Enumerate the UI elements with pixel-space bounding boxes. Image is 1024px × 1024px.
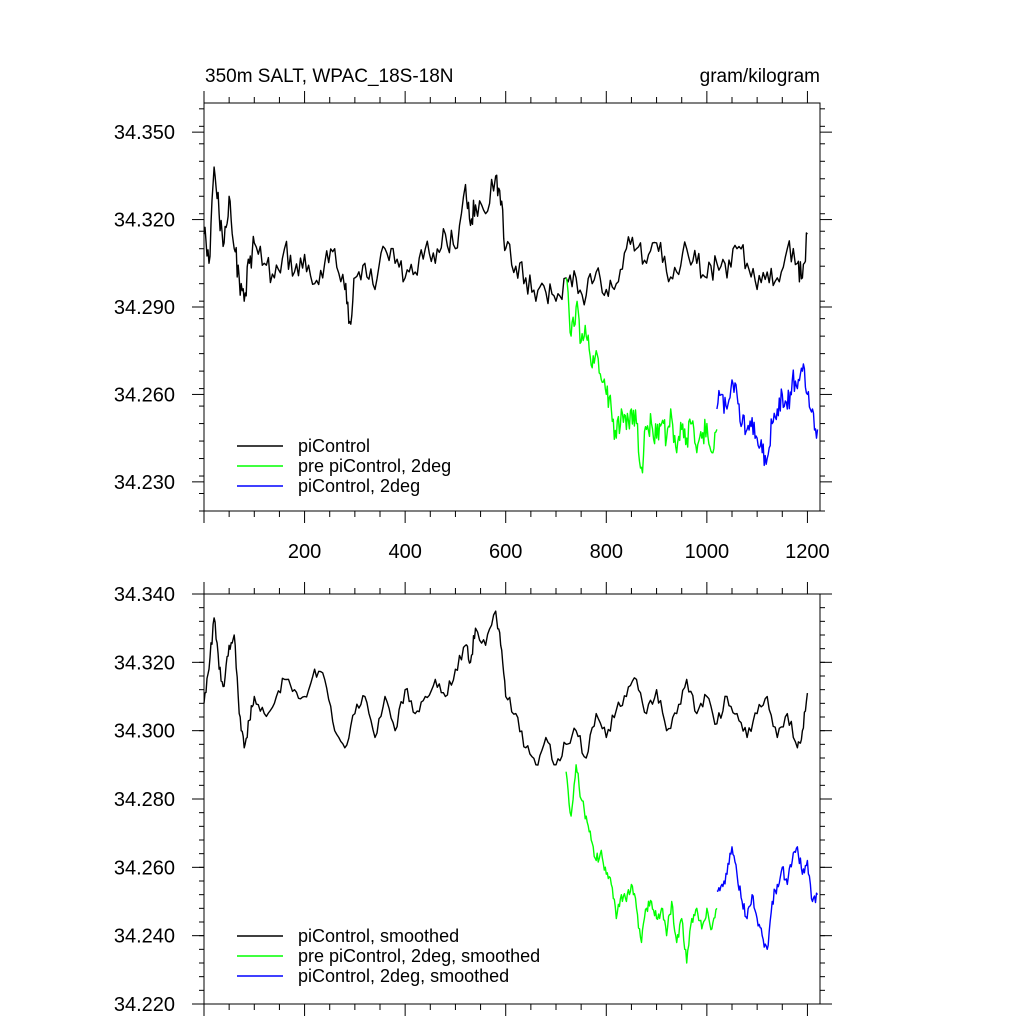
top-x-tick-labels: 200 400 600 800 1000 1200 bbox=[288, 541, 830, 563]
legend-label: piControl, 2deg, smoothed bbox=[298, 966, 509, 986]
series-line-pre-picontrol-2deg-smoothed bbox=[565, 764, 718, 964]
x-tick-label: 600 bbox=[489, 541, 522, 563]
bottom-plot-frame bbox=[203, 593, 821, 1005]
y-tick-label: 34.280 bbox=[114, 789, 175, 811]
y-tick-label: 34.260 bbox=[114, 857, 175, 879]
bottom-axis-ticks bbox=[192, 582, 832, 1016]
top-panel-title: 350m SALT, WPAC_18S-18N bbox=[205, 66, 454, 87]
legend-label: pre piControl, 2deg, smoothed bbox=[298, 946, 540, 966]
series-line-picontrol-2deg bbox=[716, 363, 819, 467]
bottom-series-group bbox=[203, 610, 819, 964]
y-tick-label: 34.340 bbox=[114, 584, 175, 606]
bottom-y-tick-labels: 34.220 34.240 34.260 34.280 34.300 34.320 34.3… bbox=[114, 584, 175, 1016]
x-tick-label: 800 bbox=[590, 541, 623, 563]
top-y-tick-labels: 34.230 34.260 34.290 34.320 34.350 bbox=[114, 122, 175, 494]
top-axis-ticks bbox=[192, 91, 832, 523]
series-line-picontrol bbox=[203, 166, 808, 325]
top-plot-frame bbox=[203, 102, 821, 512]
top-series-group bbox=[203, 166, 819, 474]
y-tick-label: 34.290 bbox=[114, 297, 175, 319]
top-panel-units: gram/kilogram bbox=[700, 66, 820, 87]
y-tick-label: 34.300 bbox=[114, 721, 175, 743]
bottom-panel: 34.220 34.240 34.260 34.280 34.300 34.320 34.3… bbox=[114, 582, 832, 1016]
x-tick-label: 1200 bbox=[785, 541, 830, 563]
legend-label: pre piControl, 2deg bbox=[298, 456, 451, 476]
x-tick-label: 200 bbox=[288, 541, 321, 563]
y-tick-label: 34.320 bbox=[114, 652, 175, 674]
y-tick-label: 34.260 bbox=[114, 384, 175, 406]
y-tick-label: 34.320 bbox=[114, 210, 175, 232]
top-panel: 350m SALT, WPAC_18S-18N gram/kilogram 34… bbox=[114, 66, 832, 563]
x-tick-label: 1000 bbox=[685, 541, 730, 563]
series-line-picontrol-2deg-smoothed bbox=[716, 846, 819, 950]
legend-label: piControl bbox=[298, 436, 370, 456]
series-line-picontrol-smoothed bbox=[203, 610, 809, 766]
series-line-pre-picontrol-2deg bbox=[565, 277, 718, 474]
legend-label: piControl, smoothed bbox=[298, 926, 459, 946]
legend-label: piControl, 2deg bbox=[298, 476, 420, 496]
y-tick-label: 34.350 bbox=[114, 122, 175, 144]
y-tick-label: 34.220 bbox=[114, 994, 175, 1016]
x-tick-label: 400 bbox=[388, 541, 421, 563]
y-tick-label: 34.230 bbox=[114, 472, 175, 494]
y-tick-label: 34.240 bbox=[114, 926, 175, 948]
